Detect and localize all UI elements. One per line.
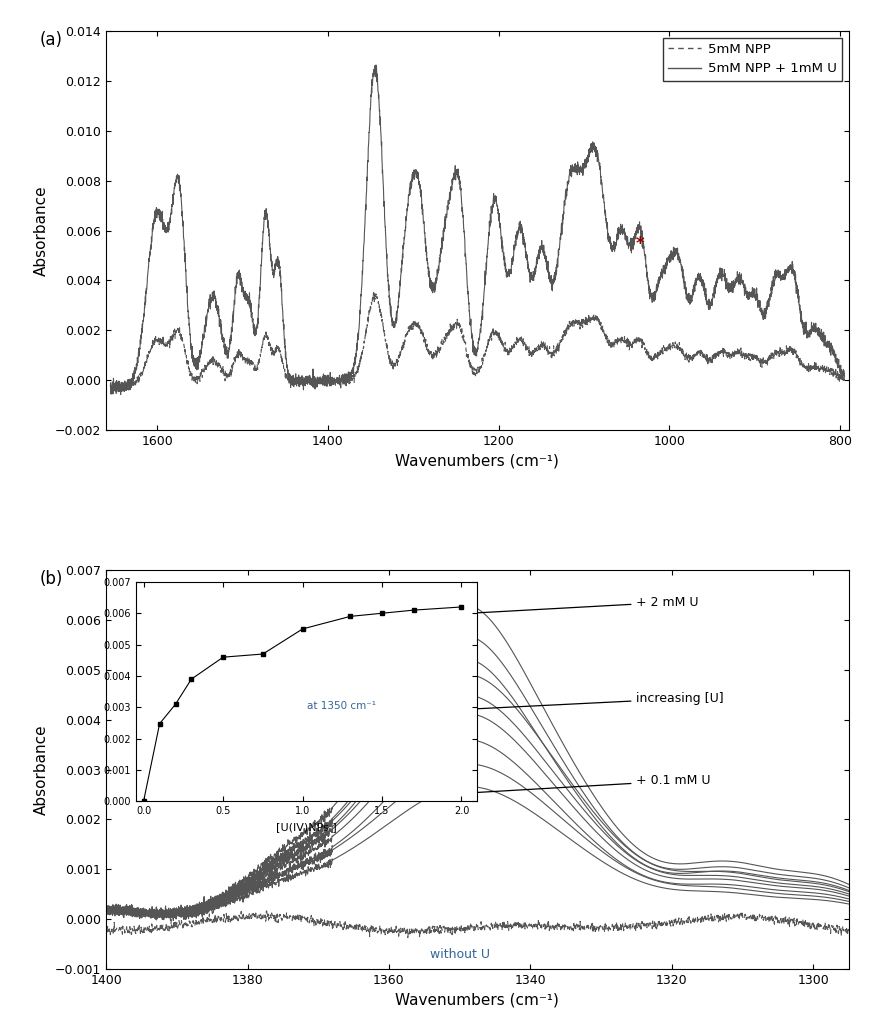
Legend: 5mM NPP, 5mM NPP + 1mM U: 5mM NPP, 5mM NPP + 1mM U [663,37,842,80]
Text: increasing [U]: increasing [U] [464,692,724,711]
Y-axis label: Absorbance: Absorbance [34,724,50,814]
X-axis label: Wavenumbers (cm⁻¹): Wavenumbers (cm⁻¹) [395,454,560,468]
X-axis label: Wavenumbers (cm⁻¹): Wavenumbers (cm⁻¹) [395,993,560,1007]
Text: (b): (b) [39,570,63,588]
Text: without U: without U [430,947,490,961]
Text: *: * [636,235,644,253]
Text: + 0.1 mM U: + 0.1 mM U [464,774,711,796]
Text: (a): (a) [39,31,62,48]
Y-axis label: Absorbance: Absorbance [34,186,50,276]
Text: + 2 mM U: + 2 mM U [464,596,699,616]
